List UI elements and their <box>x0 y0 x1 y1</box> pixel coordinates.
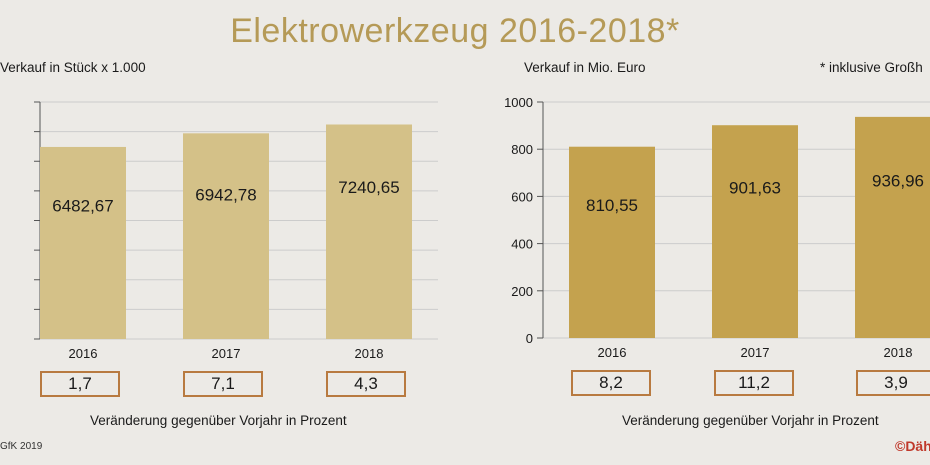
left-value-label-2018: 7240,65 <box>338 178 399 197</box>
right-ytick-label: 0 <box>526 331 533 346</box>
source-label: GfK 2019 <box>0 441 43 452</box>
right-ytick-label: 600 <box>511 189 533 204</box>
left-bar-2018 <box>326 124 412 339</box>
right-bar-2016 <box>569 146 655 338</box>
left-change-box-2016: 1,7 <box>40 371 120 397</box>
left-category-label-2016: 2016 <box>69 346 98 361</box>
left-value-label-2016: 6482,67 <box>52 197 113 216</box>
right-category-label-2016: 2016 <box>598 345 627 360</box>
right-category-label-2017: 2017 <box>741 345 770 360</box>
left-change-box-2017: 7,1 <box>183 371 263 397</box>
right-bar-2018 <box>855 116 930 338</box>
left-category-label-2017: 2017 <box>212 346 241 361</box>
brand-logo: ©Däh <box>895 438 930 454</box>
left-value-label-2017: 6942,78 <box>195 185 256 204</box>
left-change-box-2018: 4,3 <box>326 371 406 397</box>
footnote: * inklusive Großh <box>820 60 923 75</box>
chart-title: Elektrowerkzeug 2016-2018* <box>230 12 680 50</box>
left-chart-ylabel: Verkauf in Stück x 1.000 <box>0 60 146 75</box>
left-bar-2016 <box>40 146 126 339</box>
right-value-label-2018: 936,96 <box>872 172 924 191</box>
right-changes-caption: Veränderung gegenüber Vorjahr in Prozent <box>622 413 879 428</box>
right-change-box-2016: 8,2 <box>571 370 651 396</box>
right-ytick-label: 1000 <box>504 95 533 110</box>
left-category-label-2018: 2018 <box>355 346 384 361</box>
right-change-box-2018: 3,9 <box>856 370 930 396</box>
left-bar-2017 <box>183 133 269 339</box>
right-ytick-label: 800 <box>511 142 533 157</box>
right-bar-2017 <box>712 125 798 338</box>
left-changes-caption: Veränderung gegenüber Vorjahr in Prozent <box>90 413 347 428</box>
right-value-label-2016: 810,55 <box>586 196 638 215</box>
right-value-label-2017: 901,63 <box>729 179 781 198</box>
right-chart-ylabel: Verkauf in Mio. Euro <box>524 60 646 75</box>
right-change-box-2017: 11,2 <box>714 370 794 396</box>
right-ytick-label: 200 <box>511 284 533 299</box>
right-ytick-label: 400 <box>511 237 533 252</box>
right-category-label-2018: 2018 <box>884 345 913 360</box>
